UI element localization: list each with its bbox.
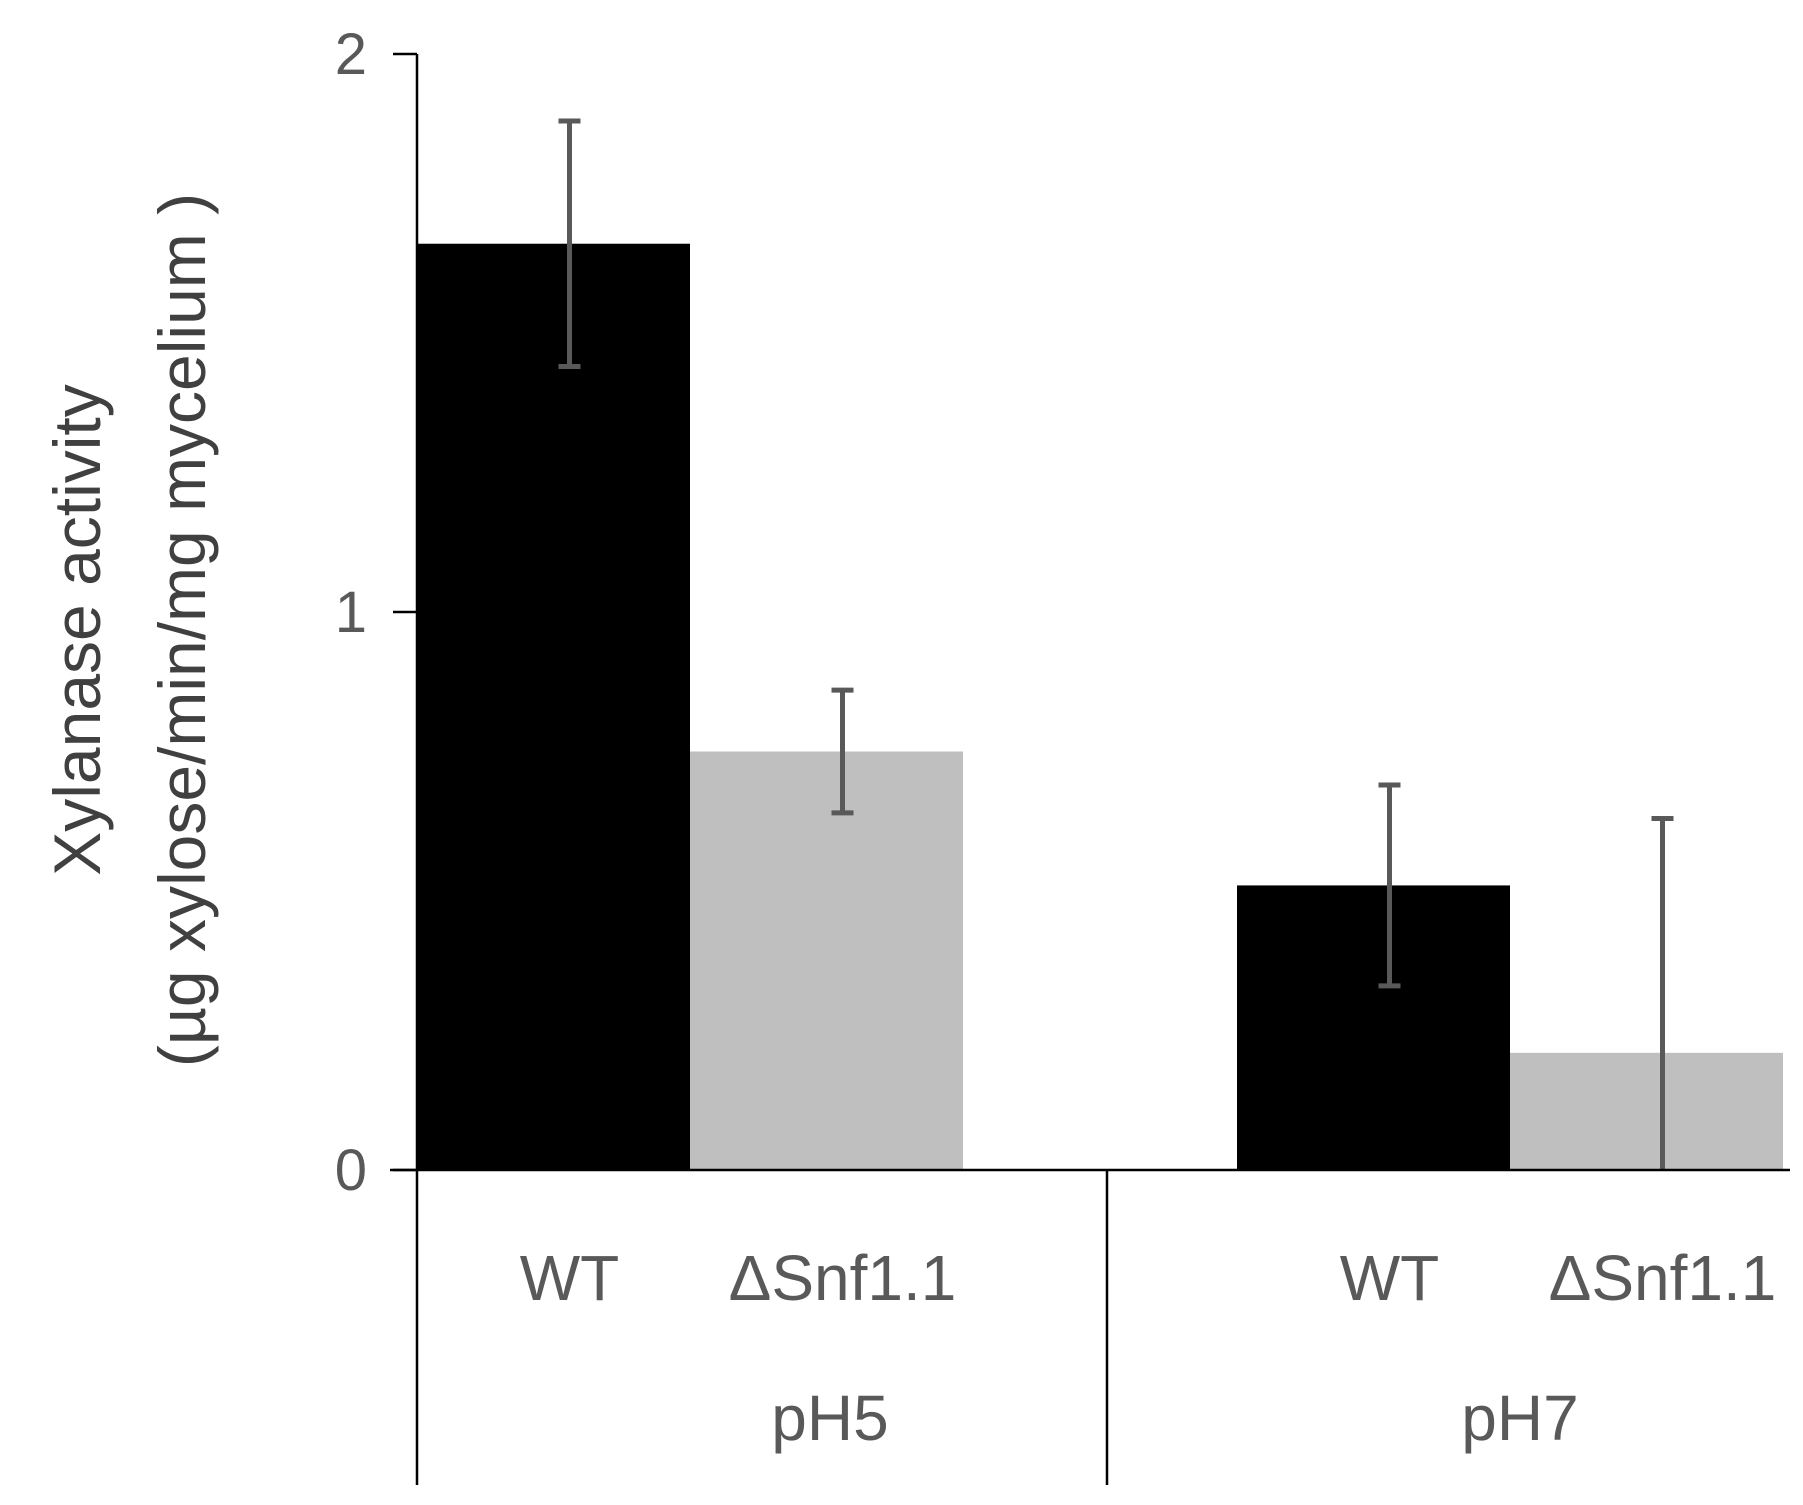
- category-label: ΔSnf1.1: [1549, 1242, 1777, 1314]
- y-axis-label: Xylanase activity (µg xylose/min/mg myce…: [40, 193, 219, 1067]
- group-label: pH5: [771, 1382, 888, 1454]
- group-label: pH7: [1461, 1382, 1578, 1454]
- y-axis-ticks: 0 1 2: [335, 22, 417, 1203]
- category-label: ΔSnf1.1: [729, 1242, 957, 1314]
- axes: [390, 54, 1790, 1485]
- y-axis-label-line1: Xylanase activity: [40, 384, 114, 876]
- category-labels: WT ΔSnf1.1 WT ΔSnf1.1 pH5 pH7: [520, 1242, 1777, 1454]
- bars: [417, 243, 1783, 1171]
- y-tick-label: 0: [335, 1138, 367, 1203]
- error-bars: [558, 118, 1674, 1170]
- y-tick-label: 1: [335, 580, 367, 645]
- y-tick-label: 2: [335, 22, 367, 87]
- bar-pH7-WT: [1237, 885, 1510, 1170]
- bar-pH7-ΔSnf1.1: [1510, 1052, 1783, 1170]
- category-label: WT: [520, 1242, 620, 1314]
- bar-pH5-WT: [417, 243, 690, 1171]
- category-label: WT: [1340, 1242, 1440, 1314]
- y-axis-label-line2: (µg xylose/min/mg mycelium ): [145, 193, 219, 1067]
- bar-pH5-ΔSnf1.1: [690, 751, 963, 1170]
